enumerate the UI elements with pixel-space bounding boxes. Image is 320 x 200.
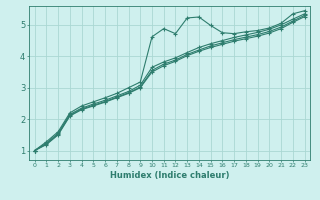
X-axis label: Humidex (Indice chaleur): Humidex (Indice chaleur): [110, 171, 229, 180]
